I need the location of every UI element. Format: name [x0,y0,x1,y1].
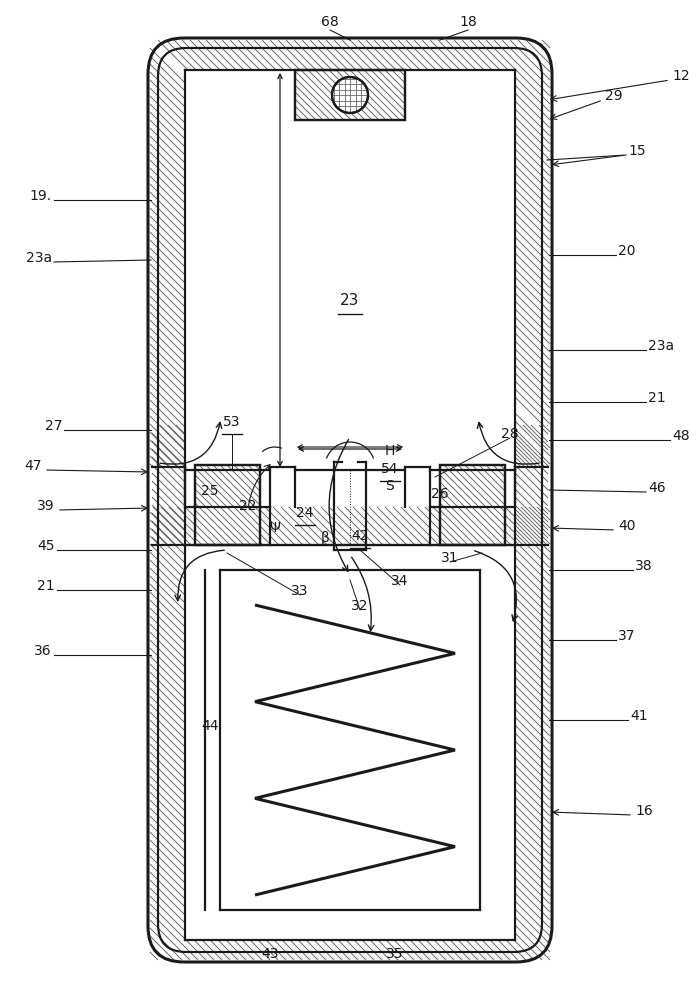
Text: 18: 18 [459,15,477,29]
Text: 20: 20 [618,244,636,258]
Text: 53: 53 [223,415,241,429]
Text: 32: 32 [351,599,369,613]
Text: 44: 44 [202,719,218,733]
Bar [295,70,405,120]
Text: 15: 15 [628,144,645,158]
Bar [185,70,515,470]
FancyBboxPatch shape [148,38,552,962]
Circle shape [332,77,368,113]
Text: 37: 37 [618,629,636,643]
Text: 29: 29 [605,89,622,103]
Bar [440,465,505,545]
Bar [185,467,270,507]
Bar [430,467,515,507]
Text: 68: 68 [321,15,339,29]
Bar [185,545,515,940]
Text: 36: 36 [34,644,52,658]
Text: 27: 27 [45,419,62,433]
Text: 47: 47 [25,459,42,473]
Text: H: H [385,444,396,458]
Text: 23a: 23a [648,339,674,353]
Text: 24: 24 [296,506,314,520]
Text: S: S [386,479,394,493]
Text: 42: 42 [351,529,369,543]
Text: β: β [321,531,330,545]
Bar [195,465,260,545]
Bar [195,465,260,545]
Text: 19.: 19. [30,189,52,203]
Text: 40: 40 [618,519,636,533]
Text: 43: 43 [261,947,279,961]
Text: 38: 38 [635,559,652,573]
Text: 31: 31 [441,551,458,565]
Text: 48: 48 [672,429,690,443]
Text: 45: 45 [38,539,55,553]
Text: 25: 25 [202,484,218,498]
Bar [295,467,405,507]
Text: 21: 21 [37,579,55,593]
Text: 54: 54 [382,462,399,476]
Text: 35: 35 [386,947,404,961]
Text: 21: 21 [648,391,666,405]
Text: 33: 33 [291,584,309,598]
Text: 28: 28 [501,427,519,441]
Bar [150,467,550,507]
Text: 34: 34 [391,574,409,588]
Text: 23: 23 [340,293,360,308]
Text: 23a: 23a [26,251,52,265]
Text: 46: 46 [648,481,666,495]
Text: 41: 41 [630,709,648,723]
Text: 22: 22 [239,499,257,513]
Text: 39: 39 [37,499,55,513]
Bar [440,465,505,545]
Bar [295,70,405,120]
Text: Ψ: Ψ [270,521,281,535]
Text: 26: 26 [431,487,449,501]
Text: 16: 16 [635,804,652,818]
Text: 12: 12 [672,69,690,83]
